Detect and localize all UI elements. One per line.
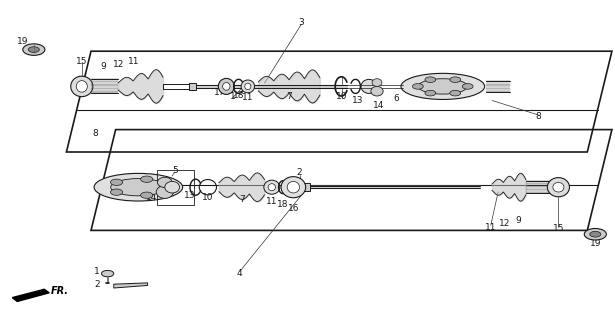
Ellipse shape: [156, 186, 173, 198]
Text: 5: 5: [172, 166, 178, 175]
Circle shape: [111, 189, 122, 195]
Ellipse shape: [268, 184, 276, 191]
Text: 11: 11: [129, 57, 140, 66]
Text: 11: 11: [485, 223, 496, 232]
Text: 6: 6: [394, 94, 400, 103]
Text: 19: 19: [17, 37, 28, 46]
Ellipse shape: [157, 177, 172, 188]
Polygon shape: [114, 283, 148, 288]
Text: 11: 11: [266, 197, 277, 206]
Ellipse shape: [165, 181, 180, 193]
Text: FR.: FR.: [51, 286, 69, 296]
Ellipse shape: [372, 79, 382, 86]
Ellipse shape: [401, 73, 485, 100]
Text: 8: 8: [92, 129, 98, 138]
Ellipse shape: [241, 80, 255, 93]
Circle shape: [450, 90, 461, 96]
Text: 3: 3: [298, 18, 304, 27]
Text: 14: 14: [146, 193, 157, 202]
Text: 15: 15: [76, 57, 87, 66]
Bar: [189, 83, 196, 90]
Ellipse shape: [223, 83, 230, 90]
Polygon shape: [12, 289, 49, 301]
Text: 4: 4: [237, 269, 243, 278]
Text: 12: 12: [113, 60, 124, 68]
Ellipse shape: [287, 181, 300, 193]
Ellipse shape: [71, 76, 93, 97]
Circle shape: [425, 90, 436, 96]
Ellipse shape: [245, 83, 251, 90]
Text: 18: 18: [233, 91, 244, 100]
Circle shape: [28, 47, 39, 52]
Text: 1: 1: [94, 267, 100, 276]
Circle shape: [101, 270, 114, 277]
Ellipse shape: [371, 86, 383, 96]
Ellipse shape: [264, 180, 280, 194]
Text: 2: 2: [94, 280, 100, 289]
Ellipse shape: [553, 182, 564, 192]
Text: 18: 18: [277, 200, 288, 209]
Circle shape: [425, 77, 436, 83]
Text: 13: 13: [184, 191, 195, 200]
Text: 10: 10: [202, 193, 213, 202]
Circle shape: [141, 192, 153, 198]
Text: 1: 1: [229, 92, 236, 100]
Circle shape: [590, 231, 601, 237]
Ellipse shape: [218, 78, 234, 94]
Text: 11: 11: [242, 93, 253, 102]
Text: 8: 8: [535, 112, 541, 121]
Ellipse shape: [76, 81, 87, 92]
Ellipse shape: [94, 173, 183, 201]
Circle shape: [159, 184, 172, 190]
Circle shape: [23, 44, 45, 55]
Text: 7: 7: [239, 195, 245, 204]
Text: 10: 10: [336, 92, 347, 100]
Text: 2: 2: [296, 168, 303, 177]
Circle shape: [450, 77, 461, 83]
Circle shape: [413, 84, 423, 89]
Ellipse shape: [281, 177, 306, 198]
Bar: [303, 183, 310, 191]
Ellipse shape: [111, 179, 166, 196]
Text: 15: 15: [553, 224, 564, 233]
Text: 9: 9: [515, 216, 522, 225]
Ellipse shape: [361, 79, 377, 93]
Circle shape: [462, 84, 473, 89]
Text: 17: 17: [215, 88, 226, 97]
Text: 9: 9: [100, 62, 106, 71]
Text: 14: 14: [373, 101, 384, 110]
Text: 16: 16: [288, 204, 299, 212]
Text: 13: 13: [352, 96, 363, 105]
Circle shape: [141, 176, 153, 182]
Text: 7: 7: [286, 92, 292, 100]
Circle shape: [111, 179, 122, 185]
Circle shape: [584, 228, 606, 240]
Ellipse shape: [418, 79, 467, 94]
Text: 19: 19: [590, 239, 601, 248]
Ellipse shape: [547, 178, 569, 197]
Text: 12: 12: [499, 220, 510, 228]
